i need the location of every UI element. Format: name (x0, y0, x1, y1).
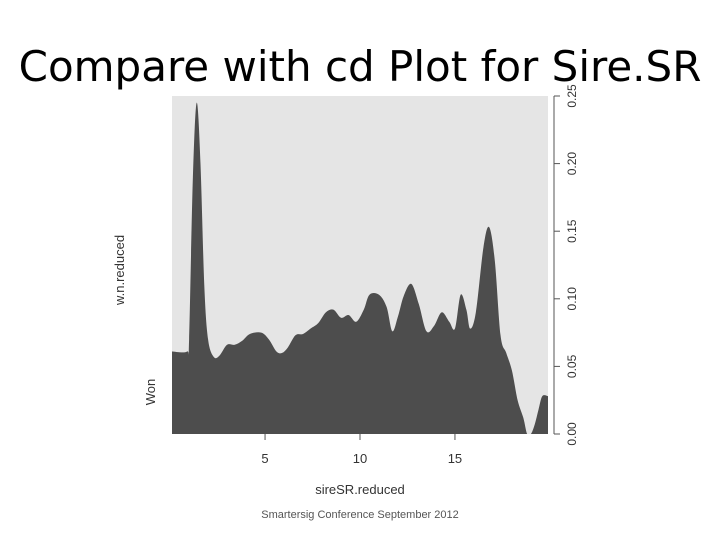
y-axis-label-bottom: Won (143, 379, 158, 406)
y-tick-label-3: 0.15 (565, 219, 579, 243)
y-tick-label-4: 0.20 (565, 152, 579, 176)
x-axis-label: sireSR.reduced (315, 482, 405, 497)
y-tick-label-2: 0.10 (565, 287, 579, 311)
slide-title: Compare with cd Plot for Sire.SR (18, 42, 702, 91)
density-area (172, 102, 548, 434)
y-tick-label-0: 0.00 (565, 422, 579, 446)
x-tick-label-5: 5 (261, 451, 268, 466)
y-tick-label-1: 0.05 (565, 354, 579, 378)
slide-footer: Smartersig Conference September 2012 (261, 509, 459, 521)
x-tick-label-10: 10 (353, 451, 367, 466)
y-tick-label-5: 0.25 (565, 84, 579, 108)
x-axis: 5 10 15 (261, 434, 462, 466)
x-tick-label-15: 15 (448, 451, 462, 466)
y-axis-label-top: w.n.reduced (112, 235, 127, 306)
y-axis: 0.00 0.05 0.10 0.15 0.20 0.25 (553, 84, 579, 446)
